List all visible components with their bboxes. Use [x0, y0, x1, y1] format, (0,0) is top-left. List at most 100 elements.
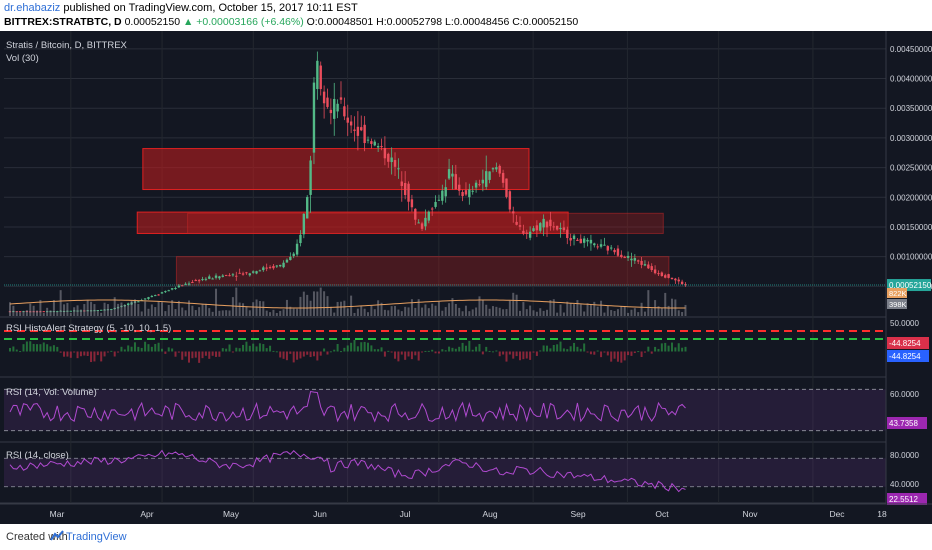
volume-ma-line: [9, 299, 686, 309]
rsi-close-title: RSI (14, close): [6, 450, 69, 461]
last-price-value: 0.00052150: [889, 281, 932, 290]
axis-background: [886, 31, 932, 524]
volume-bar: [491, 306, 494, 316]
volume-bar: [42, 312, 45, 316]
candle-body: [167, 290, 170, 292]
volume-bar: [407, 307, 410, 316]
volume-bar: [356, 308, 359, 316]
candle-body: [170, 288, 174, 290]
histo-bar: [556, 344, 559, 352]
histo-bar: [333, 349, 336, 352]
volume-bar: [552, 299, 555, 316]
volume-bar: [106, 304, 109, 316]
volume-bar: [390, 306, 393, 316]
histo-bar: [49, 346, 52, 352]
histo-bar: [113, 351, 116, 357]
candle-body: [228, 275, 231, 277]
candle-body: [302, 213, 306, 235]
volume-bar: [681, 312, 684, 316]
histo-bar: [154, 343, 157, 352]
rsi-volume-line: [4, 388, 886, 432]
candlesticks: [4, 51, 886, 313]
histo-tick: 50.0000: [890, 319, 919, 328]
histo-bar: [464, 345, 467, 352]
volume-bar: [22, 311, 25, 316]
volume-bar: [52, 300, 55, 316]
author-link[interactable]: dr.ehabaziz: [4, 2, 61, 14]
histo-bar: [383, 351, 386, 357]
histo-bar: [137, 346, 140, 352]
histo-bar: [434, 351, 437, 354]
volume-bar: [424, 304, 427, 316]
volume-bar: [9, 302, 11, 316]
volume-bar: [123, 304, 126, 316]
symbol-info: BITTREX:STRATBTC, D 0.00052150 ▲ +0.0000…: [4, 16, 578, 28]
candle-body: [572, 235, 576, 240]
candle-body: [316, 60, 319, 89]
volume-bar: [397, 309, 400, 316]
candle-body: [137, 301, 140, 303]
chart-area[interactable]: 0.00450000 0.00400000 0.00350000 0.00300000…: [0, 31, 932, 524]
histo-bar: [431, 349, 434, 352]
candle-body: [403, 183, 407, 196]
histo-bar: [657, 348, 660, 352]
volume-bar: [191, 305, 194, 316]
histo-bar: [606, 351, 609, 356]
candle-body: [322, 91, 326, 104]
volume-bar: [421, 307, 424, 316]
rsi-close-line: [9, 449, 686, 493]
price-tick: 0.00150000: [890, 223, 932, 232]
volume-bar: [279, 310, 282, 316]
rsi-histo-title: RSI HistoAlert Strategy (5, -10, 10, 1.5…: [6, 323, 171, 334]
volume-bar: [336, 301, 339, 316]
candle-body: [204, 278, 208, 280]
histo-bar: [22, 344, 25, 352]
volume-bar: [481, 299, 484, 316]
histo-bar: [670, 342, 673, 352]
volume-bar: [508, 300, 511, 316]
volume-bar: [606, 305, 609, 316]
histo-bar: [654, 346, 657, 352]
volume-bar: [410, 299, 413, 316]
histo-bar: [485, 346, 488, 352]
histo-bar: [106, 351, 109, 353]
candle-body: [393, 160, 397, 167]
rsi-histo-bars: [4, 330, 886, 363]
volume-bar: [201, 304, 204, 316]
histo-bar: [147, 344, 150, 352]
volume-bar: [262, 301, 265, 316]
histo-bar: [461, 342, 464, 352]
histo-bar: [319, 351, 322, 356]
histo-bar: [242, 344, 245, 352]
volume-bar: [454, 303, 457, 316]
volume-bar: [404, 306, 407, 316]
rsi-close-line: [4, 449, 886, 493]
chart-canvas[interactable]: 0.00450000 0.00400000 0.00350000 0.00300000…: [0, 31, 932, 524]
volume-bar: [657, 306, 660, 316]
volume-bar: [515, 294, 518, 316]
volume-bar: [93, 304, 96, 316]
volume-bar: [312, 291, 315, 316]
chart-header: dr.ehabaziz published on TradingView.com…: [0, 0, 932, 30]
histo-bar: [407, 351, 410, 357]
candle-body: [505, 178, 508, 197]
volume-bar: [147, 308, 150, 316]
volume-bar: [113, 297, 116, 316]
volume-bar: [596, 306, 599, 316]
histo-bar: [414, 351, 417, 356]
volume-bar: [458, 307, 461, 316]
candle-body: [333, 98, 336, 119]
histo-bar: [103, 351, 106, 357]
tradingview-link[interactable]: TradingView: [66, 531, 127, 543]
volume-bar: [252, 302, 255, 316]
histo-bar: [218, 351, 221, 357]
candle-body: [387, 153, 390, 162]
candle-body: [623, 257, 626, 259]
price-tick: 0.00350000: [890, 104, 932, 113]
histo-bar: [133, 342, 136, 352]
histo-bar: [157, 342, 160, 352]
volume-bar: [437, 301, 440, 316]
candle-body: [366, 139, 370, 141]
volume-bar: [441, 310, 444, 316]
footer: Created with TradingView: [0, 524, 932, 550]
